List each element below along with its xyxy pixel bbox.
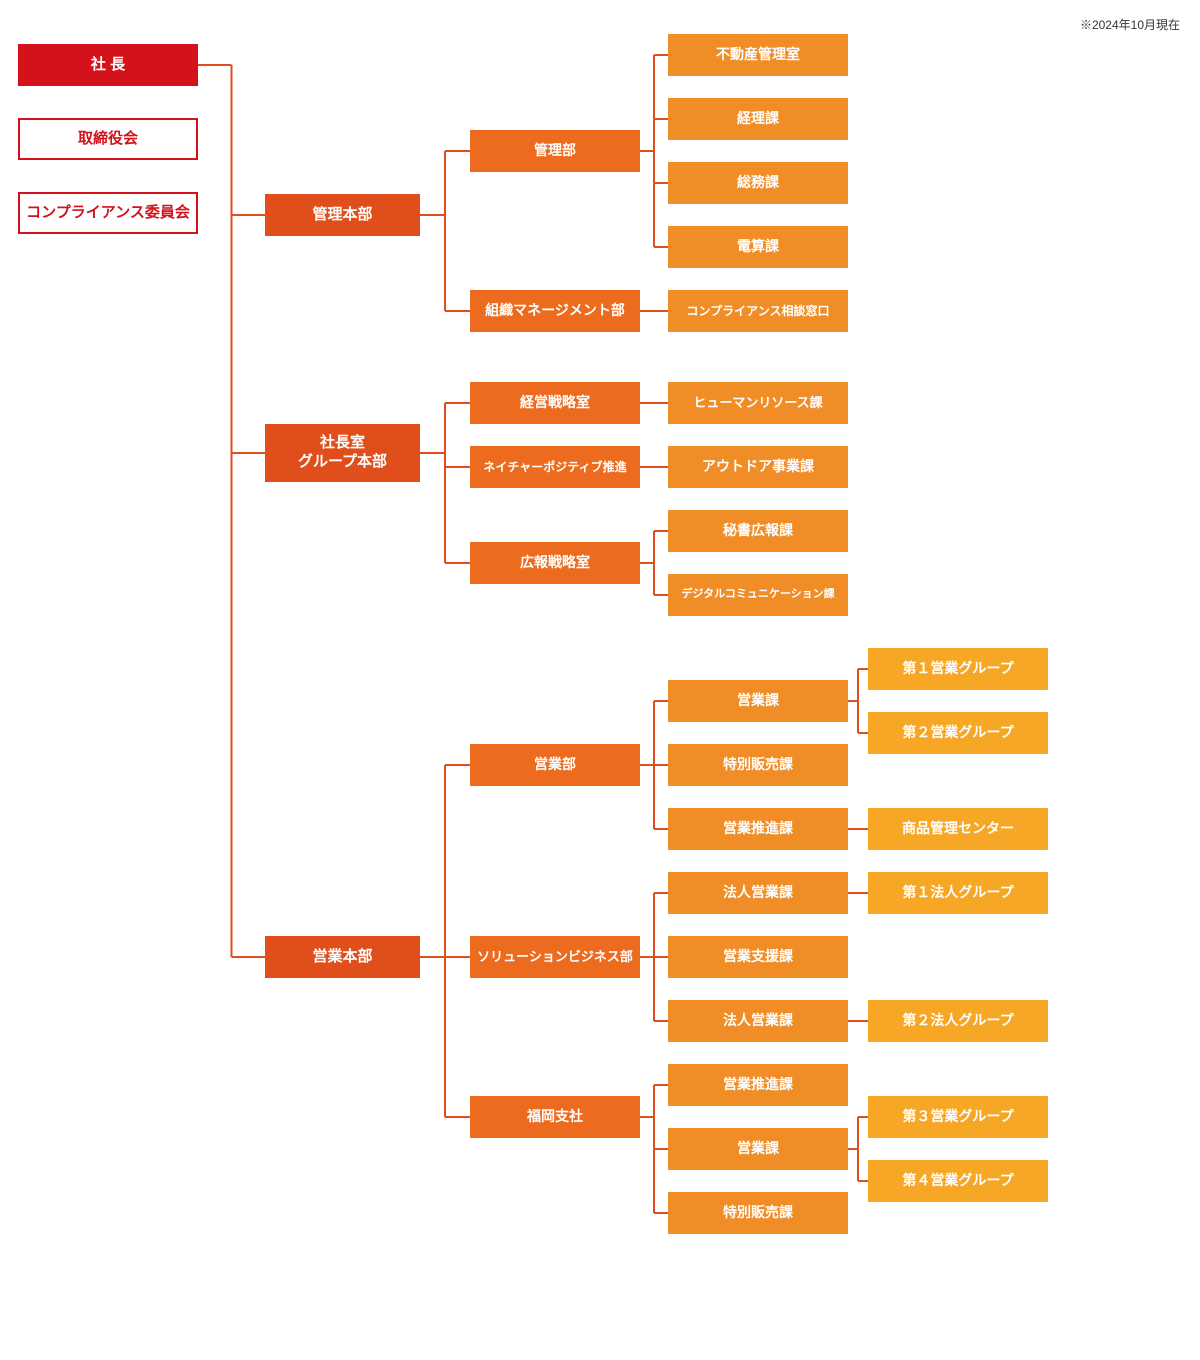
org-node-dai2_hojin_g: 第２法人グループ <box>868 1000 1048 1042</box>
org-node-densan: 電算課 <box>668 226 848 268</box>
date-note: ※2024年10月現在 <box>1080 16 1180 33</box>
org-node-nature_pos: ネイチャーポジティブ推進 <box>470 446 640 488</box>
org-node-fudosan: 不動産管理室 <box>668 34 848 76</box>
org-node-board: 取締役会 <box>18 118 198 160</box>
org-node-dai4_eigyo_g: 第４営業グループ <box>868 1160 1048 1202</box>
org-node-fukuoka: 福岡支社 <box>470 1096 640 1138</box>
org-node-eigyo_ka: 営業課 <box>668 680 848 722</box>
org-node-eigyo_ka2: 営業課 <box>668 1128 848 1170</box>
org-node-eigyo_suishin2: 営業推進課 <box>668 1064 848 1106</box>
org-node-hisho_koho: 秘書広報課 <box>668 510 848 552</box>
org-node-president: 社 長 <box>18 44 198 86</box>
org-node-dai3_eigyo_g: 第３営業グループ <box>868 1096 1048 1138</box>
org-node-compliance: コンプライアンス委員会 <box>18 192 198 234</box>
org-node-keiei_senryaku: 経営戦略室 <box>470 382 640 424</box>
org-node-dai1_eigyo_g: 第１営業グループ <box>868 648 1048 690</box>
org-node-somu: 総務課 <box>668 162 848 204</box>
org-node-hojin2: 法人営業課 <box>668 1000 848 1042</box>
org-node-eigyo_honbu: 営業本部 <box>265 936 420 978</box>
org-node-eigyo_shien: 営業支援課 <box>668 936 848 978</box>
org-node-human_res: ヒューマンリソース課 <box>668 382 848 424</box>
org-chart: ※2024年10月現在 社 長取締役会コンプライアンス委員会 管理本部社長室 グル… <box>0 0 1200 1360</box>
org-node-soshiki_bu: 組織マネージメント部 <box>470 290 640 332</box>
org-node-digi_comm: デジタルコミュニケーション課 <box>668 574 848 616</box>
org-node-kanri_honbu: 管理本部 <box>265 194 420 236</box>
org-node-shohin_center: 商品管理センター <box>868 808 1048 850</box>
org-node-eigyo_bu: 営業部 <box>470 744 640 786</box>
org-node-kanri_bu: 管理部 <box>470 130 640 172</box>
org-node-tokubetsu1: 特別販売課 <box>668 744 848 786</box>
org-node-outdoor: アウトドア事業課 <box>668 446 848 488</box>
org-node-eigyo_suishin1: 営業推進課 <box>668 808 848 850</box>
org-node-dai2_eigyo_g: 第２営業グループ <box>868 712 1048 754</box>
org-node-shacho_honbu: 社長室 グループ本部 <box>265 424 420 482</box>
org-node-koho: 広報戦略室 <box>470 542 640 584</box>
org-node-keiri: 経理課 <box>668 98 848 140</box>
org-node-hojin1: 法人営業課 <box>668 872 848 914</box>
org-node-tokubetsu2: 特別販売課 <box>668 1192 848 1234</box>
org-node-solution_bu: ソリューションビジネス部 <box>470 936 640 978</box>
org-node-dai1_hojin_g: 第１法人グループ <box>868 872 1048 914</box>
org-node-comp_madoguchi: コンプライアンス相談窓口 <box>668 290 848 332</box>
